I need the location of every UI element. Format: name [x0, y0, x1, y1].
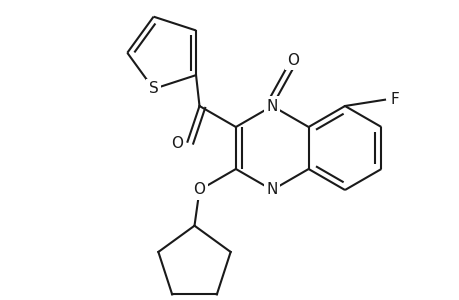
- Text: O: O: [193, 182, 205, 197]
- Text: N: N: [266, 98, 277, 113]
- Text: O: O: [286, 53, 299, 68]
- Text: O: O: [171, 136, 183, 151]
- Text: S: S: [148, 81, 158, 96]
- Text: N: N: [266, 182, 277, 197]
- Text: F: F: [390, 92, 398, 107]
